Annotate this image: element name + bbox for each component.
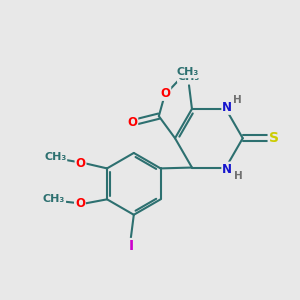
Text: H: H [234,171,243,181]
Text: CH₃: CH₃ [178,72,200,82]
Text: CH₃: CH₃ [43,194,65,204]
Text: O: O [76,157,85,169]
Text: S: S [269,131,279,145]
Text: H: H [232,95,242,105]
Text: O: O [160,87,170,100]
Text: N: N [222,163,232,176]
Text: I: I [128,239,134,253]
Text: O: O [75,197,85,210]
Text: CH₃: CH₃ [44,152,66,162]
Text: CH₃: CH₃ [176,67,199,77]
Text: N: N [222,101,232,114]
Text: O: O [127,116,137,128]
